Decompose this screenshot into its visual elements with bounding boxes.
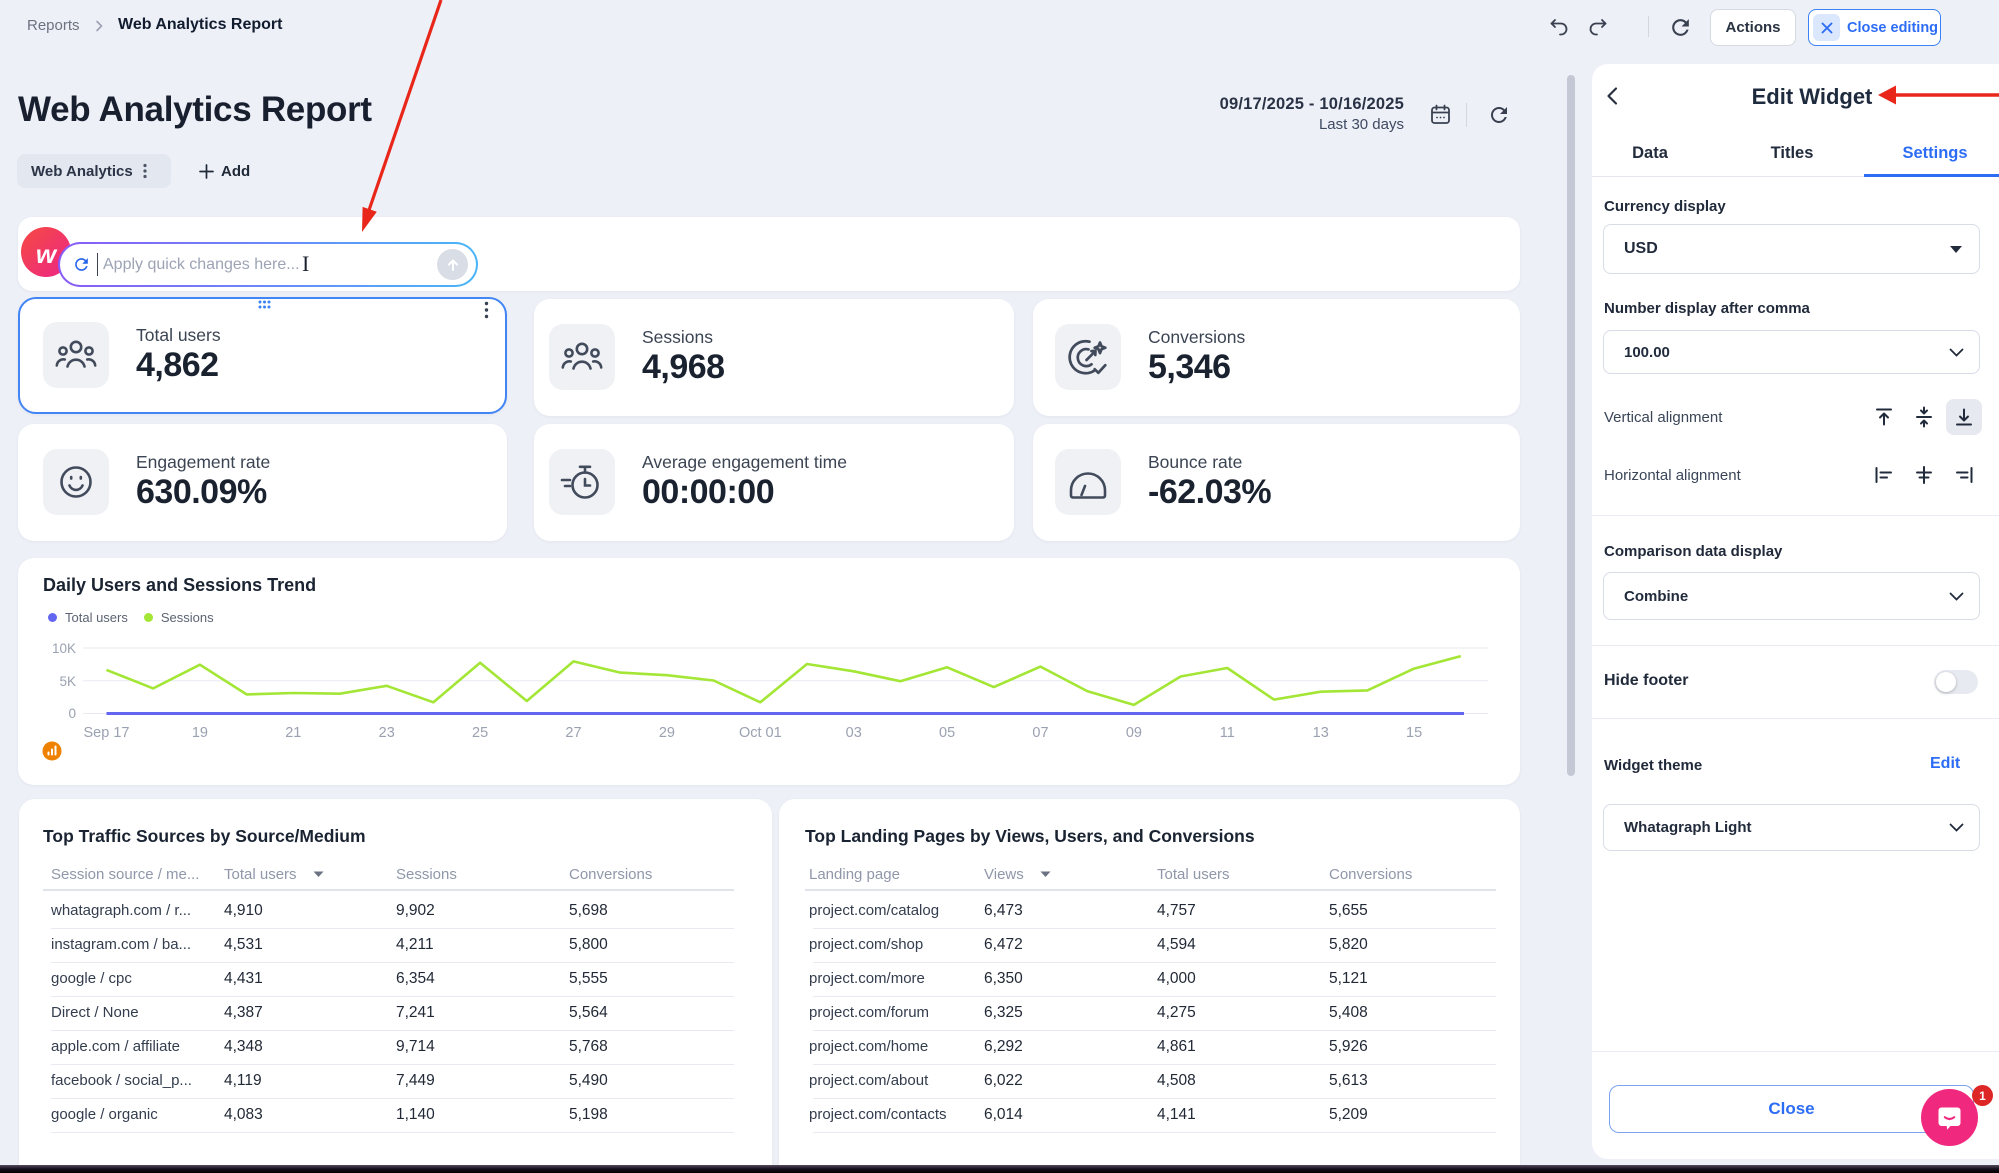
svg-text:15: 15 xyxy=(1406,725,1422,741)
svg-text:09: 09 xyxy=(1126,725,1142,741)
svg-text:13: 13 xyxy=(1313,725,1329,741)
svg-text:11: 11 xyxy=(1220,725,1235,741)
svg-text:Oct 01: Oct 01 xyxy=(739,725,782,741)
svg-text:5K: 5K xyxy=(59,674,76,689)
svg-text:07: 07 xyxy=(1032,725,1048,741)
svg-text:0: 0 xyxy=(68,706,76,721)
svg-text:05: 05 xyxy=(939,725,955,741)
svg-text:19: 19 xyxy=(192,725,208,741)
svg-text:29: 29 xyxy=(659,725,675,741)
svg-text:10K: 10K xyxy=(52,641,76,656)
svg-text:03: 03 xyxy=(846,725,862,741)
svg-text:27: 27 xyxy=(565,725,581,741)
svg-text:Sep 17: Sep 17 xyxy=(84,725,130,741)
svg-text:21: 21 xyxy=(285,725,301,741)
svg-text:25: 25 xyxy=(472,725,488,741)
svg-text:23: 23 xyxy=(379,725,395,741)
